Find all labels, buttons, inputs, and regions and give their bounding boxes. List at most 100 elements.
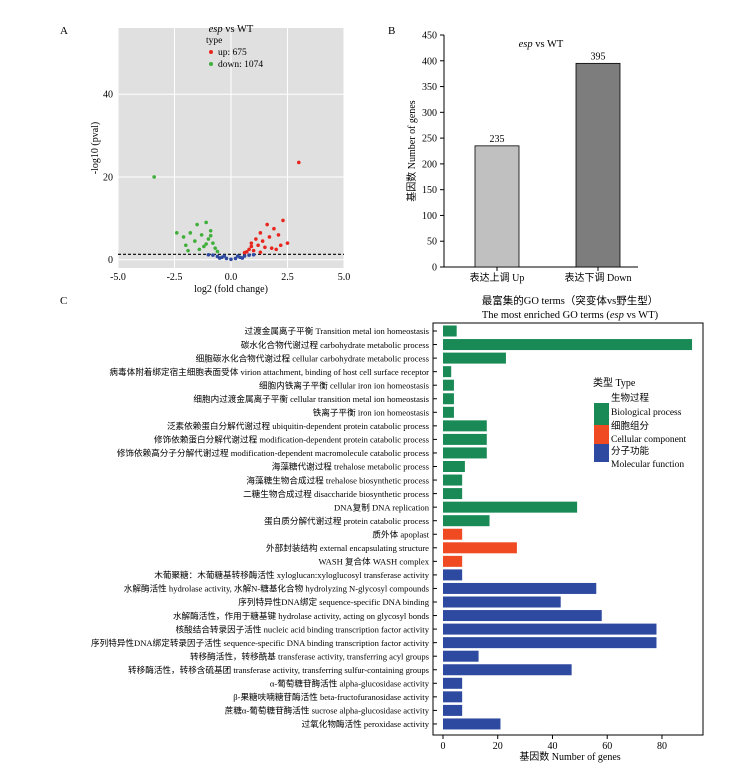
volcano-point-up <box>297 160 301 165</box>
volcano-point-up <box>281 218 285 223</box>
go-x-tick-label: 0 <box>441 741 446 752</box>
volcano-point-up <box>265 222 269 227</box>
volcano-point-up <box>258 231 263 235</box>
bar-y-tick-label: 50 <box>427 237 437 248</box>
bar-category-label: 表达下调 Down <box>565 271 632 284</box>
go-term-label: 过渡金属离子平衡 Transition metal ion homeostasi… <box>245 325 430 336</box>
bar-y-tick-label: 450 <box>422 31 437 42</box>
volcano-point-down <box>186 248 190 253</box>
go-term-label: 过氧化物酶活性 peroxidase activity <box>302 718 430 729</box>
legend-down-label: down: 1074 <box>218 60 263 70</box>
go-bar-bio <box>443 433 487 445</box>
volcano-point-down <box>206 237 211 241</box>
go-bar-bio <box>443 461 465 472</box>
go-legend: 类型 Type 生物过程 Biological process 细胞组分 Cel… <box>593 376 687 470</box>
volcano-point-not-significant <box>251 252 256 257</box>
legend-up-label: up: 675 <box>218 48 247 58</box>
volcano-point-up <box>242 250 247 255</box>
go-bar-bio <box>443 501 578 513</box>
go-bar-mol <box>443 664 572 676</box>
volcano-point-not-significant <box>233 256 238 261</box>
legend-up-marker <box>209 50 213 54</box>
go-bar-bio <box>443 420 487 432</box>
go-bar-mol <box>443 569 463 581</box>
go-bar-mol <box>443 718 501 730</box>
bar-down <box>575 62 621 268</box>
go-bar-mol <box>443 704 463 716</box>
go-bar-bio <box>443 366 452 378</box>
go-legend-title: 类型 Type <box>593 376 636 389</box>
go-x-tick-label: 60 <box>602 741 612 752</box>
go-term-label: 水解酶活性 hydrolase activity, 水解N-糖基化合物 hydr… <box>124 583 430 594</box>
volcano-point-not-significant <box>217 256 222 260</box>
go-term-label: 序列特异性DNA绑定转录因子活性 sequence-specific DNA b… <box>91 637 430 648</box>
go-term-label: 外部封装结构 external encapsulating structure <box>266 542 429 553</box>
volcano-y-tick-label: 40 <box>103 90 113 101</box>
volcano-point-up <box>272 226 276 231</box>
go-term-label: 铁离子平衡 iron ion homeostasis <box>313 407 430 418</box>
go-bar-bio <box>443 393 454 405</box>
legend-mol-zh: 分子功能 <box>611 445 650 457</box>
go-bar-bio <box>443 488 463 500</box>
panel-a-letter: A <box>60 25 68 37</box>
volcano-point-down <box>215 249 220 254</box>
go-term-label: 泛素依赖蛋白分解代谢过程 ubiquitin-dependent protein… <box>167 420 430 431</box>
go-title-line2: The most enriched GO terms (esp vs WT) <box>482 310 659 321</box>
go-bar-mol <box>443 596 561 608</box>
go-bar-cell <box>443 542 517 554</box>
volcano-point-up <box>278 243 283 248</box>
go-term-label: 木葡聚糖：木葡糖基转移酶活性 xyloglucan:xyloglucosyl t… <box>154 569 429 580</box>
go-x-ticks: 0 20 40 60 80 <box>441 735 667 752</box>
go-bars <box>443 325 693 730</box>
volcano-plot: A 0 20 40 -5.0 -2.5 0.0 2.5 5.0 esp vs WT type… <box>60 24 350 295</box>
go-bar-mol <box>443 650 479 662</box>
go-term-label: 细胞内铁离子平衡 cellular iron ion homeostasis <box>259 379 430 390</box>
volcano-point-not-significant <box>235 254 240 258</box>
volcano-x-tick-label: 0.0 <box>225 272 238 283</box>
volcano-point-down <box>197 247 202 252</box>
bar-value-label: 395 <box>591 51 606 62</box>
volcano-gridlines <box>117 28 345 268</box>
bar-y-tick-label: 100 <box>422 211 437 222</box>
volcano-point-up <box>285 241 290 245</box>
bar-y-tick-label: 150 <box>422 185 437 196</box>
bar-chart-y-axis-label: 基因数 Number of genes <box>405 100 418 201</box>
legend-mol-en: Molecular function <box>611 459 684 470</box>
bar-up <box>474 145 520 268</box>
volcano-point-not-significant <box>240 256 245 260</box>
bar-y-tick-label: 200 <box>422 159 437 170</box>
bar-y-tick-label: 250 <box>422 134 437 145</box>
go-title-line1: 最富集的GO terms（突变体vs野生型） <box>482 294 658 307</box>
go-bar-cell <box>443 555 463 567</box>
volcano-point-down <box>174 231 179 235</box>
legend-bio-zh: 生物过程 <box>611 392 650 404</box>
volcano-x-tick-label: 2.5 <box>281 272 294 283</box>
bar-chart-title: esp vs WT <box>519 39 564 50</box>
go-bar-bio <box>443 474 463 486</box>
legend-cell-en: Cellular component <box>611 435 687 445</box>
go-bar-bio <box>443 515 490 527</box>
go-term-label: 蛋白质分解代谢过程 protein catabolic process <box>264 515 430 526</box>
go-term-label: 细胞内过渡金属离子平衡 cellular transition metal io… <box>193 393 429 404</box>
volcano-point-up <box>254 237 258 241</box>
go-bar-bio <box>443 447 487 459</box>
volcano-point-up <box>256 243 260 248</box>
go-term-labels: 过渡金属离子平衡 Transition metal ion homeostasi… <box>91 325 437 729</box>
legend-bio-en: Biological process <box>611 408 682 418</box>
go-term-label: 修饰依赖高分子分解代谢过程 modification-dependent mac… <box>117 447 430 458</box>
go-x-tick-label: 20 <box>493 741 503 752</box>
go-plot-frame <box>432 322 704 736</box>
volcano-point-not-significant <box>211 253 215 257</box>
go-term-label: 水解酶活性，作用于糖基键 hydrolase activity, acting … <box>173 610 430 621</box>
volcano-point-not-significant <box>229 257 233 262</box>
volcano-y-tick-label: 20 <box>103 172 113 183</box>
go-term-label: 核酸结合转录因子活性 nucleic acid binding transcri… <box>176 623 430 634</box>
go-bar-bio <box>443 325 457 337</box>
go-bar-mol <box>443 582 597 594</box>
go-term-label: 转移酶活性，转移含硫基团 transferase activity, trans… <box>128 664 430 675</box>
go-term-label: 二糖生物合成过程 disaccharide biosynthetic proce… <box>243 488 430 499</box>
go-bar-mol <box>443 677 463 689</box>
volcano-title: esp vs WT <box>209 24 254 35</box>
volcano-point-up <box>260 239 265 243</box>
updown-bar-chart: B esp vs WT 050100150200250300350400450 … <box>388 25 638 284</box>
